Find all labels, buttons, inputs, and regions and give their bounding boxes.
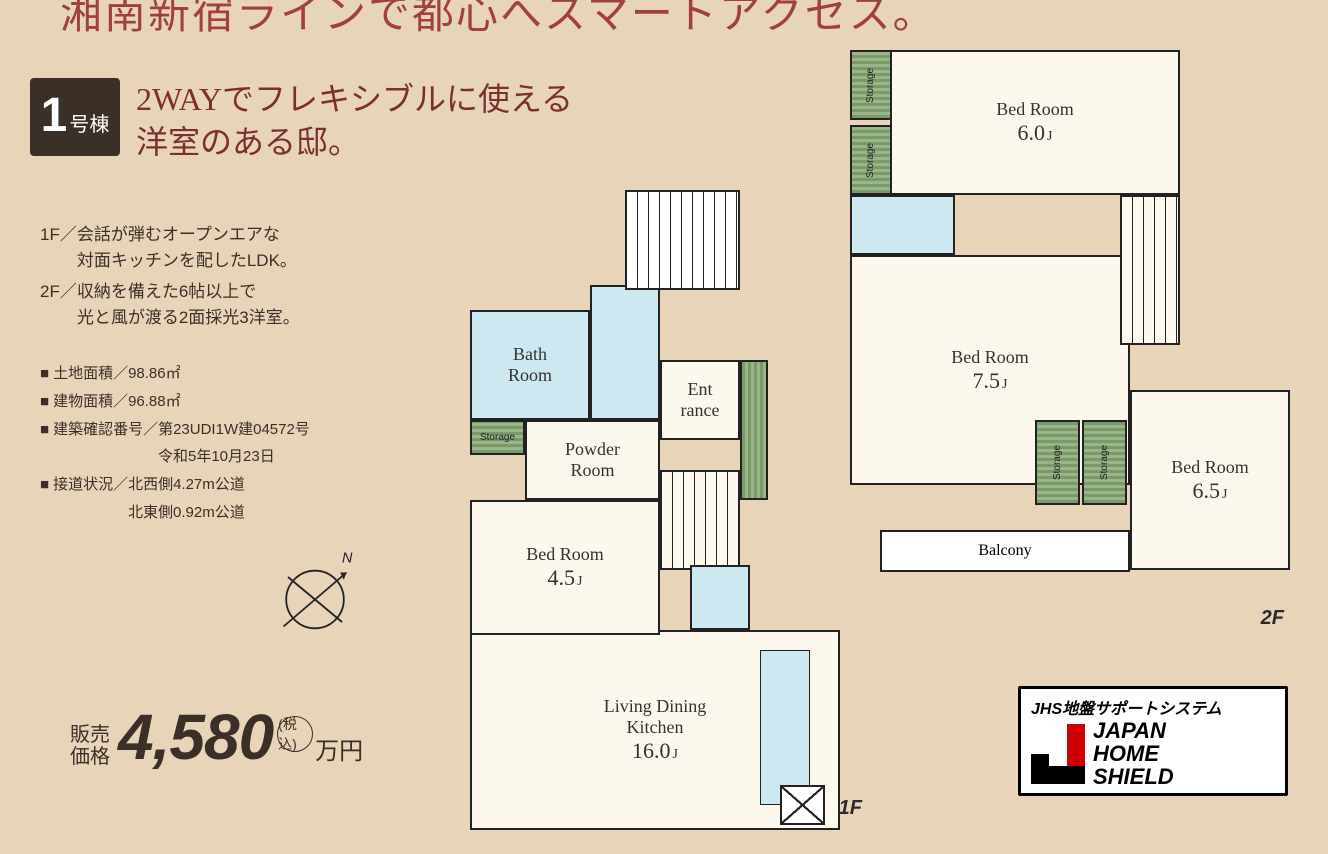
price-label1: 販売 [70, 724, 110, 746]
land-label: 土地面積／ [53, 360, 128, 388]
bed-room-2f-1: Bed Room 6.0J [890, 50, 1180, 195]
compass-icon: N [270, 550, 360, 640]
building-badge: 1 号棟 [30, 78, 120, 156]
storage-2f-c: Storage [1035, 420, 1080, 505]
bed-room-2f-3: Bed Room 6.5J [1130, 390, 1290, 570]
desc-1f-l1: 会話が弾むオープンエアな [77, 225, 280, 244]
jhs-l2: HOME [1093, 742, 1174, 765]
powder-name2: Room [570, 460, 614, 481]
desc-2f-label: 2F／ [40, 279, 77, 332]
bed2f1-size: 6.0 [1018, 120, 1046, 145]
price-tax: (税込) [277, 716, 313, 752]
build-label: 建物面積／ [53, 388, 128, 416]
bed2f3-size: 6.5 [1193, 478, 1221, 503]
title-line2: 洋室のある邸。 [136, 121, 573, 164]
desc-1f-label: 1F／ [40, 222, 77, 275]
storage-1f: Storage [470, 420, 525, 455]
washroom [590, 285, 660, 420]
jhs-badge: JHS地盤サポートシステム JAPAN HOME SHIELD [1018, 686, 1288, 796]
fp1-label: 1F [839, 797, 862, 820]
svg-text:N: N [342, 551, 353, 567]
desc-2f-l1: 収納を備えた6帖以上で [77, 282, 256, 301]
bed2f2-size: 7.5 [973, 368, 1001, 393]
desc-2f-l2: 光と風が渡る2面採光3洋室。 [77, 308, 300, 327]
ldk-unit: J [673, 747, 678, 762]
bed1f-unit: J [577, 574, 582, 589]
price-label2: 価格 [70, 746, 110, 768]
bed2f3-name: Bed Room [1171, 457, 1249, 478]
storage-2f-b: Storage [850, 125, 892, 195]
bath-room: Bath Room [470, 310, 590, 420]
bed2f1-name: Bed Room [996, 99, 1074, 120]
header-text: 湘南新宿ラインで都心へスマートアクセス。 [60, 0, 937, 41]
badge-unit: 号棟 [69, 108, 109, 137]
toilet-1f [690, 565, 750, 630]
bath-name2: Room [508, 365, 552, 386]
ldk-name: Living Dining [604, 696, 707, 717]
storage-2f-d: Storage [1082, 420, 1127, 505]
description: 1F／ 会話が弾むオープンエアな 対面キッチンを配したLDK。 2F／ 収納を備… [40, 222, 300, 331]
desc-1f-l2: 対面キッチンを配したLDK。 [77, 251, 297, 270]
permit-date: 令和5年10月23日 [158, 443, 275, 471]
road-val2: 北東側0.92m公道 [128, 499, 245, 527]
bed-room-1f: Bed Room 4.5J [470, 500, 660, 635]
stairs-2f [1120, 195, 1180, 345]
floorplan-2f: Bed Room 6.0J Storage Storage Bed Room 7… [820, 30, 1290, 640]
ldk-name2: Kitchen [627, 717, 684, 738]
ldk-size: 16.0 [632, 738, 671, 763]
entrance-storage [740, 360, 768, 500]
price-amount: 4,580 [118, 700, 273, 774]
road-label: 接道状況／ [53, 471, 128, 499]
floorplan-1f: Living Dining Kitchen 16.0J Bed Room 4.5… [450, 170, 860, 840]
main-title: 2WAYでフレキシブルに使える 洋室のある邸。 [136, 78, 573, 164]
bed2f3-unit: J [1222, 487, 1227, 502]
powder-room: Powder Room [525, 420, 660, 500]
jhs-title: JHS地盤サポートシステム [1031, 695, 1275, 719]
price-block: 販売価格 4,580 (税込) 万円 [70, 700, 363, 774]
build-val: 96.88㎡ [128, 388, 181, 416]
ent-name: Ent [688, 379, 713, 400]
entrance: Ent rance [660, 360, 740, 440]
roof-lines [625, 190, 740, 290]
price-unit: 万円 [315, 731, 363, 766]
badge-number: 1 [41, 88, 68, 143]
powder-name: Powder [565, 439, 620, 460]
bed1f-size: 4.5 [548, 565, 576, 590]
toilet-2f [850, 195, 955, 255]
spec-list: ■土地面積／98.86㎡ ■建物面積／96.88㎡ ■建築確認番号／第23UDI… [40, 360, 310, 527]
bed2f2-unit: J [1002, 377, 1007, 392]
storage-2f-a: Storage [850, 50, 892, 120]
stairs-1f [660, 470, 740, 570]
jhs-j-icon [1031, 724, 1085, 784]
balcony: Balcony [880, 530, 1130, 572]
ent-name2: rance [681, 400, 720, 421]
land-val: 98.86㎡ [128, 360, 181, 388]
jhs-l3: SHIELD [1093, 765, 1174, 788]
bed1f-name: Bed Room [526, 544, 604, 565]
jhs-l1: JAPAN [1093, 719, 1174, 742]
permit-val: 第23UDI1W建04572号 [158, 416, 310, 444]
bed2f1-unit: J [1047, 129, 1052, 144]
road-val1: 北西側4.27m公道 [128, 471, 245, 499]
title-line1: 2WAYでフレキシブルに使える [136, 78, 573, 121]
appliance-box [780, 785, 825, 825]
bath-name: Bath [513, 344, 547, 365]
fp2-label: 2F [1261, 607, 1284, 630]
bed2f2-name: Bed Room [951, 347, 1029, 368]
kitchen-counter [760, 650, 810, 805]
permit-label: 建築確認番号／ [53, 416, 158, 444]
